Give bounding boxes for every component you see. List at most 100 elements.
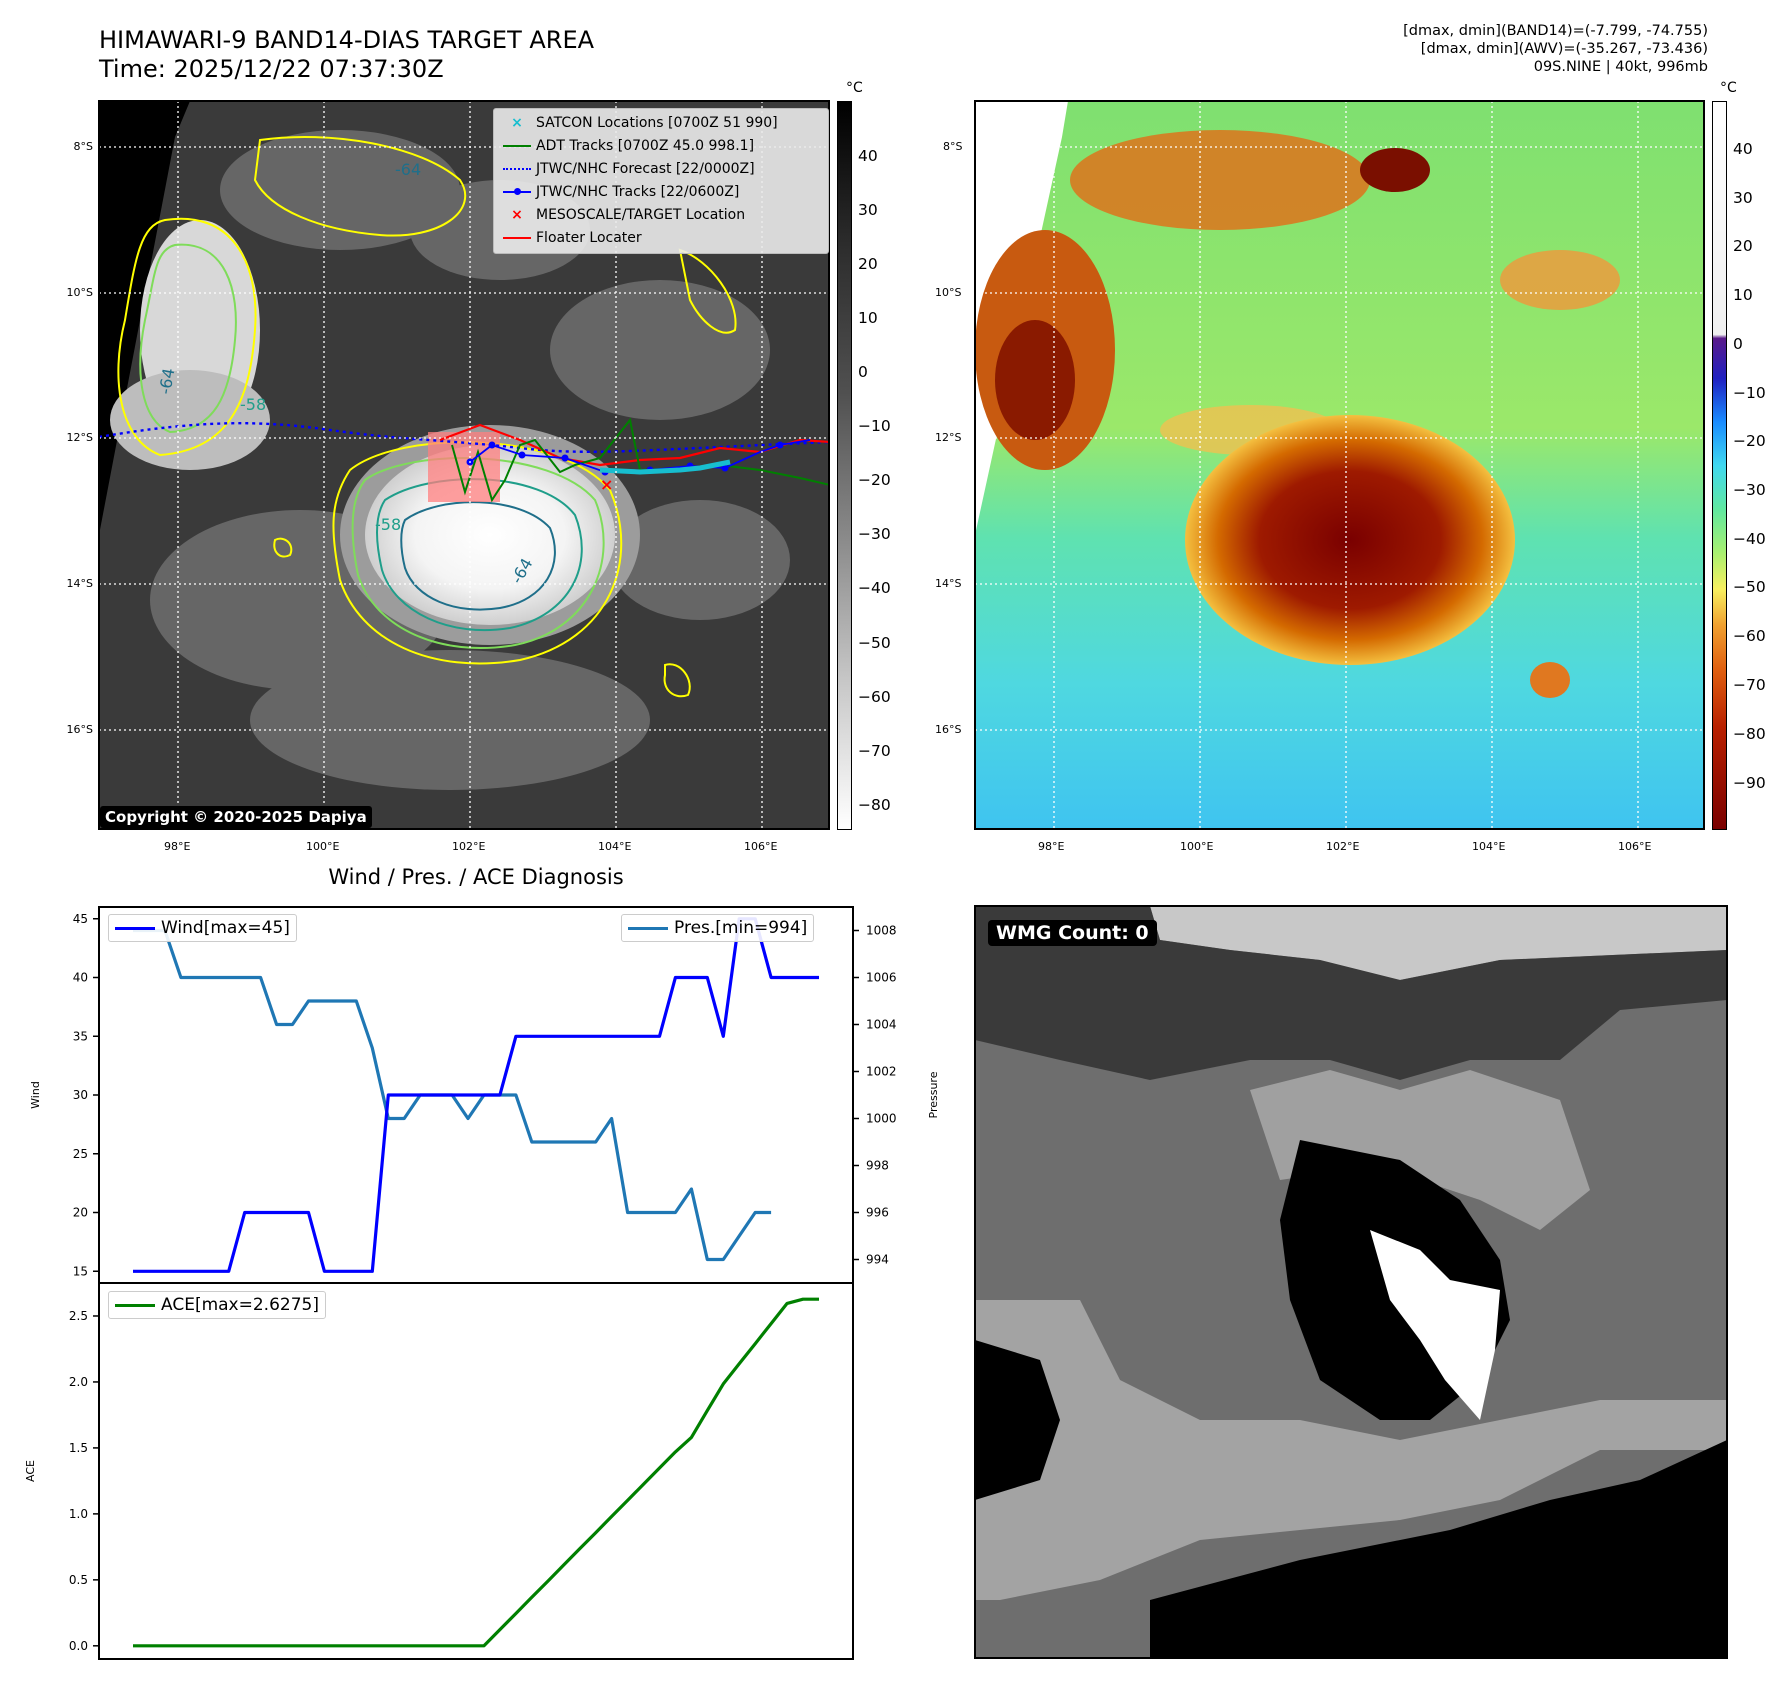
target-marker-icon: × (511, 207, 523, 223)
pressure-tick-998-label: 998 (866, 1159, 889, 1173)
ace-tick-2-label: 1.0 (69, 1507, 88, 1521)
right-map (974, 100, 1705, 830)
gray-tick-m30: −30 (858, 525, 891, 543)
gray-colorbar (837, 101, 852, 830)
right-map-gridlines (975, 101, 1704, 829)
color-tick-m20: −20 (1733, 432, 1766, 450)
wind-y-ticks: 15 20 25 30 35 40 45 (73, 912, 99, 1278)
legend-label-forecast: JTWC/NHC Forecast [22/0000Z] (536, 161, 755, 177)
right-lat-16s: 16°S (935, 723, 962, 736)
gray-tick-40: 40 (858, 147, 878, 165)
wind-legend-swatch (115, 926, 155, 930)
ace-tick-1-label: 0.5 (69, 1573, 88, 1587)
right-lat-12s: 12°S (935, 431, 962, 444)
legend-label-floater: Floater Locater (536, 230, 642, 246)
color-tick-m80: −80 (1733, 725, 1766, 743)
wmg-frame (974, 905, 1728, 1659)
gray-tick-20: 20 (858, 255, 878, 273)
left-lat-8s: 8°S (73, 140, 93, 153)
storm-core (340, 425, 640, 645)
right-lon-100e: 100°E (1180, 840, 1214, 853)
copyright-badge: Copyright © 2020-2025 Dapiya (100, 806, 372, 828)
gray-tick-m80: −80 (858, 796, 891, 814)
legend-item-target: × MESOSCALE/TARGET Location (498, 204, 824, 227)
gray-tick-0: 0 (858, 363, 868, 381)
forecast-line-icon (503, 168, 531, 170)
wmg-white-eye (1370, 1230, 1500, 1420)
pressure-y-label: Pressure (927, 1071, 940, 1118)
color-tick-m70: −70 (1733, 676, 1766, 694)
storm-cold-top (1185, 415, 1515, 665)
color-tick-30: 30 (1733, 189, 1753, 207)
wmg-mid-band (1250, 1070, 1590, 1230)
left-map-frame (98, 100, 830, 830)
pressure-tick-1000-label: 1000 (866, 1112, 897, 1126)
wmg-black-south (1150, 1440, 1727, 1658)
legend-item-track: JTWC/NHC Tracks [22/0600Z] (498, 181, 824, 204)
ace-tick-4-label: 2.0 (69, 1375, 88, 1389)
info-line-3: 09S.NINE | 40kt, 996mb (1533, 59, 1708, 75)
color-colorbar (1712, 101, 1727, 830)
wind-tick-25-label: 25 (73, 1147, 88, 1161)
color-tick-m90: −90 (1733, 774, 1766, 792)
wind-series-line (133, 917, 819, 1273)
wmg-black-west (975, 1340, 1060, 1500)
main-title: HIMAWARI-9 BAND14-DIAS TARGET AREA Time:… (99, 26, 594, 84)
satcon-points (599, 459, 731, 475)
gray-tick-m50: −50 (858, 634, 891, 652)
gray-tick-m70: −70 (858, 742, 891, 760)
left-lon-106e: 106°E (744, 840, 778, 853)
title-line-1: HIMAWARI-9 BAND14-DIAS TARGET AREA (99, 26, 595, 54)
wind-legend-label: Wind[max=45] (161, 918, 290, 938)
color-colorbar-unit: °C (1720, 80, 1737, 96)
legend-label-satcon: SATCON Locations [0700Z 51 990] (536, 115, 778, 131)
ace-tick-3-label: 1.5 (69, 1441, 88, 1455)
right-map-frame (974, 100, 1705, 830)
title-line-2: Time: 2025/12/22 07:37:30Z (99, 55, 444, 83)
wind-tick-35-label: 35 (73, 1029, 88, 1043)
no-data-region (99, 101, 190, 535)
left-lon-100e: 100°E (306, 840, 340, 853)
right-lon-104e: 104°E (1472, 840, 1506, 853)
color-tick-m60: −60 (1733, 627, 1766, 645)
satcon-marker-icon: × (511, 115, 523, 131)
pressure-legend: Pres.[min=994] (621, 914, 815, 942)
color-tick-m30: −30 (1733, 481, 1766, 499)
right-lon-98e: 98°E (1038, 840, 1065, 853)
wind-tick-15-label: 15 (73, 1264, 88, 1278)
ace-tick-0-label: 0.0 (69, 1639, 88, 1653)
color-tick-40: 40 (1733, 140, 1753, 158)
left-lat-16s: 16°S (66, 723, 93, 736)
ace-y-label: ACE (24, 1460, 37, 1482)
pressure-y-ticks: 994 996 998 1000 1002 1004 1006 1008 (853, 924, 897, 1267)
wind-tick-45-label: 45 (73, 912, 88, 926)
contour-label-5: -58 (240, 395, 266, 414)
legend-item-forecast: JTWC/NHC Forecast [22/0000Z] (498, 158, 824, 181)
target-marker: × (600, 475, 613, 494)
ace-legend-swatch (115, 1303, 155, 1307)
legend-item-adt: ADT Tracks [0700Z 45.0 998.1] (498, 135, 824, 158)
diagnosis-title: Wind / Pres. / ACE Diagnosis (328, 865, 624, 889)
pressure-tick-994-label: 994 (866, 1253, 889, 1267)
info-line-1: [dmax, dmin](BAND14)=(-7.799, -74.755) (1403, 23, 1708, 39)
contours (117, 135, 737, 698)
pressure-legend-label: Pres.[min=994] (674, 918, 808, 938)
pressure-legend-swatch (628, 926, 668, 930)
ace-y-ticks: 0.0 0.5 1.0 1.5 2.0 2.5 (69, 1309, 99, 1653)
ace-tick-5-label: 2.5 (69, 1309, 88, 1323)
wmg-light-region (1150, 906, 1727, 980)
right-lat-8s: 8°S (943, 140, 963, 153)
left-lat-10s: 10°S (66, 286, 93, 299)
pressure-tick-996-label: 996 (866, 1206, 889, 1220)
left-lon-104e: 104°E (598, 840, 632, 853)
wind-tick-30-label: 30 (73, 1088, 88, 1102)
color-tick-m50: −50 (1733, 578, 1766, 596)
wmg-left-gray (975, 1300, 1727, 1600)
right-lat-14s: 14°S (935, 577, 962, 590)
info-line-2: [dmax, dmin](AWV)=(-35.267, -73.436) (1420, 41, 1708, 57)
gray-tick-m40: −40 (858, 579, 891, 597)
right-lon-102e: 102°E (1326, 840, 1360, 853)
wind-tick-40-label: 40 (73, 971, 88, 985)
warm-cloud-patches (975, 130, 1620, 698)
